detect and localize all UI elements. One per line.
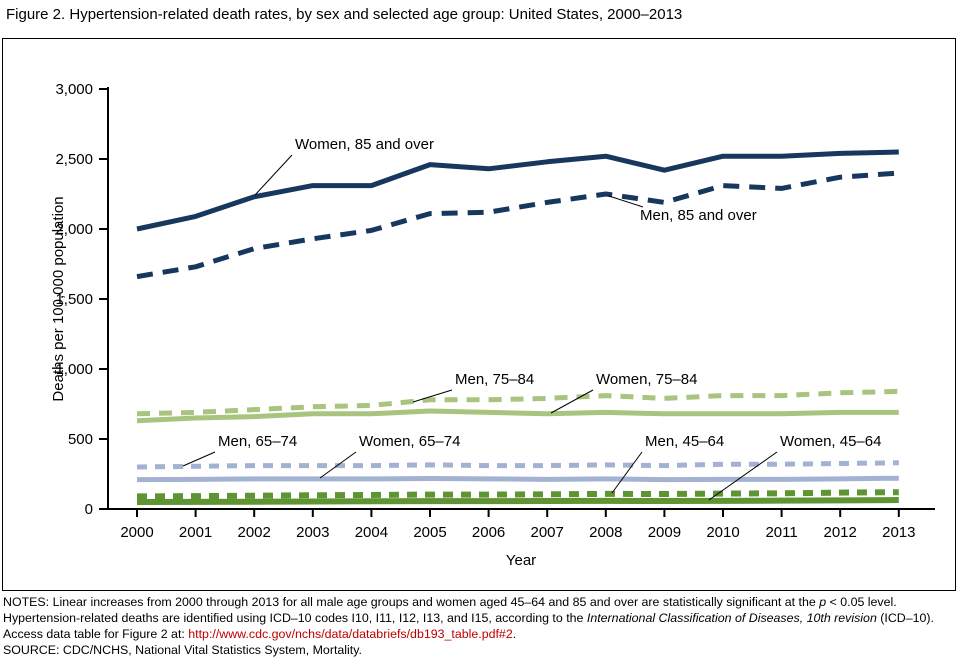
svg-text:Men, 65–74: Men, 65–74 [218,433,297,450]
data-table-link[interactable]: http://www.cdc.gov/nchs/data/databriefs/… [188,626,513,641]
notes-italic-p: p [819,595,827,609]
notes-text-4: . [512,626,517,641]
svg-text:Men, 75–84: Men, 75–84 [455,371,534,388]
notes-block: NOTES: Linear increases from 2000 throug… [3,595,957,659]
svg-text:0: 0 [85,501,93,518]
svg-text:3,000: 3,000 [55,81,93,98]
svg-text:2003: 2003 [296,524,329,541]
svg-text:500: 500 [68,431,93,448]
svg-text:Men, 85 and over: Men, 85 and over [640,207,757,224]
svg-text:2010: 2010 [706,524,739,541]
svg-text:1,500: 1,500 [55,291,93,308]
svg-text:2008: 2008 [589,524,622,541]
notes-italic-icd: International Classification of Diseases… [586,610,877,625]
svg-text:2004: 2004 [355,524,388,541]
svg-text:2,500: 2,500 [55,151,93,168]
svg-text:2013: 2013 [882,524,915,541]
svg-text:1,000: 1,000 [55,361,93,378]
svg-text:2000: 2000 [120,524,153,541]
notes-text-1: NOTES: Linear increases from 2000 throug… [3,595,820,609]
svg-text:Women, 65–74: Women, 65–74 [359,433,460,450]
svg-text:2012: 2012 [824,524,857,541]
source-text: SOURCE: CDC/NCHS, National Vital Statist… [3,642,362,657]
svg-text:2006: 2006 [472,524,505,541]
line-chart: 0 500 1,000 1,500 2,000 2,500 3,000 2000 2001 200… [50,81,935,569]
figure-title: Figure 2. Hypertension-related death rat… [6,6,683,23]
svg-text:2005: 2005 [413,524,446,541]
svg-text:Men, 45–64: Men, 45–64 [645,433,724,450]
svg-text:Year: Year [506,552,536,569]
svg-text:Women, 75–84: Women, 75–84 [596,371,697,388]
notes-text-2: < 0.05 level. Hypertension-related death… [3,595,897,625]
svg-text:2007: 2007 [531,524,564,541]
chart-container: 0 500 1,000 1,500 2,000 2,500 3,000 2000 2001 200… [2,38,956,591]
svg-text:2,000: 2,000 [55,221,93,238]
svg-text:2011: 2011 [765,524,797,541]
svg-text:2009: 2009 [648,524,681,541]
svg-text:Deaths per 100,000 population: Deaths per 100,000 population [50,196,67,401]
notes-text-3: (ICD–10). Access data table for Figure 2… [3,610,934,641]
svg-text:2002: 2002 [238,524,271,541]
svg-text:Women, 85 and over: Women, 85 and over [295,136,434,153]
svg-text:2001: 2001 [179,524,212,541]
svg-text:Women, 45–64: Women, 45–64 [780,433,881,450]
